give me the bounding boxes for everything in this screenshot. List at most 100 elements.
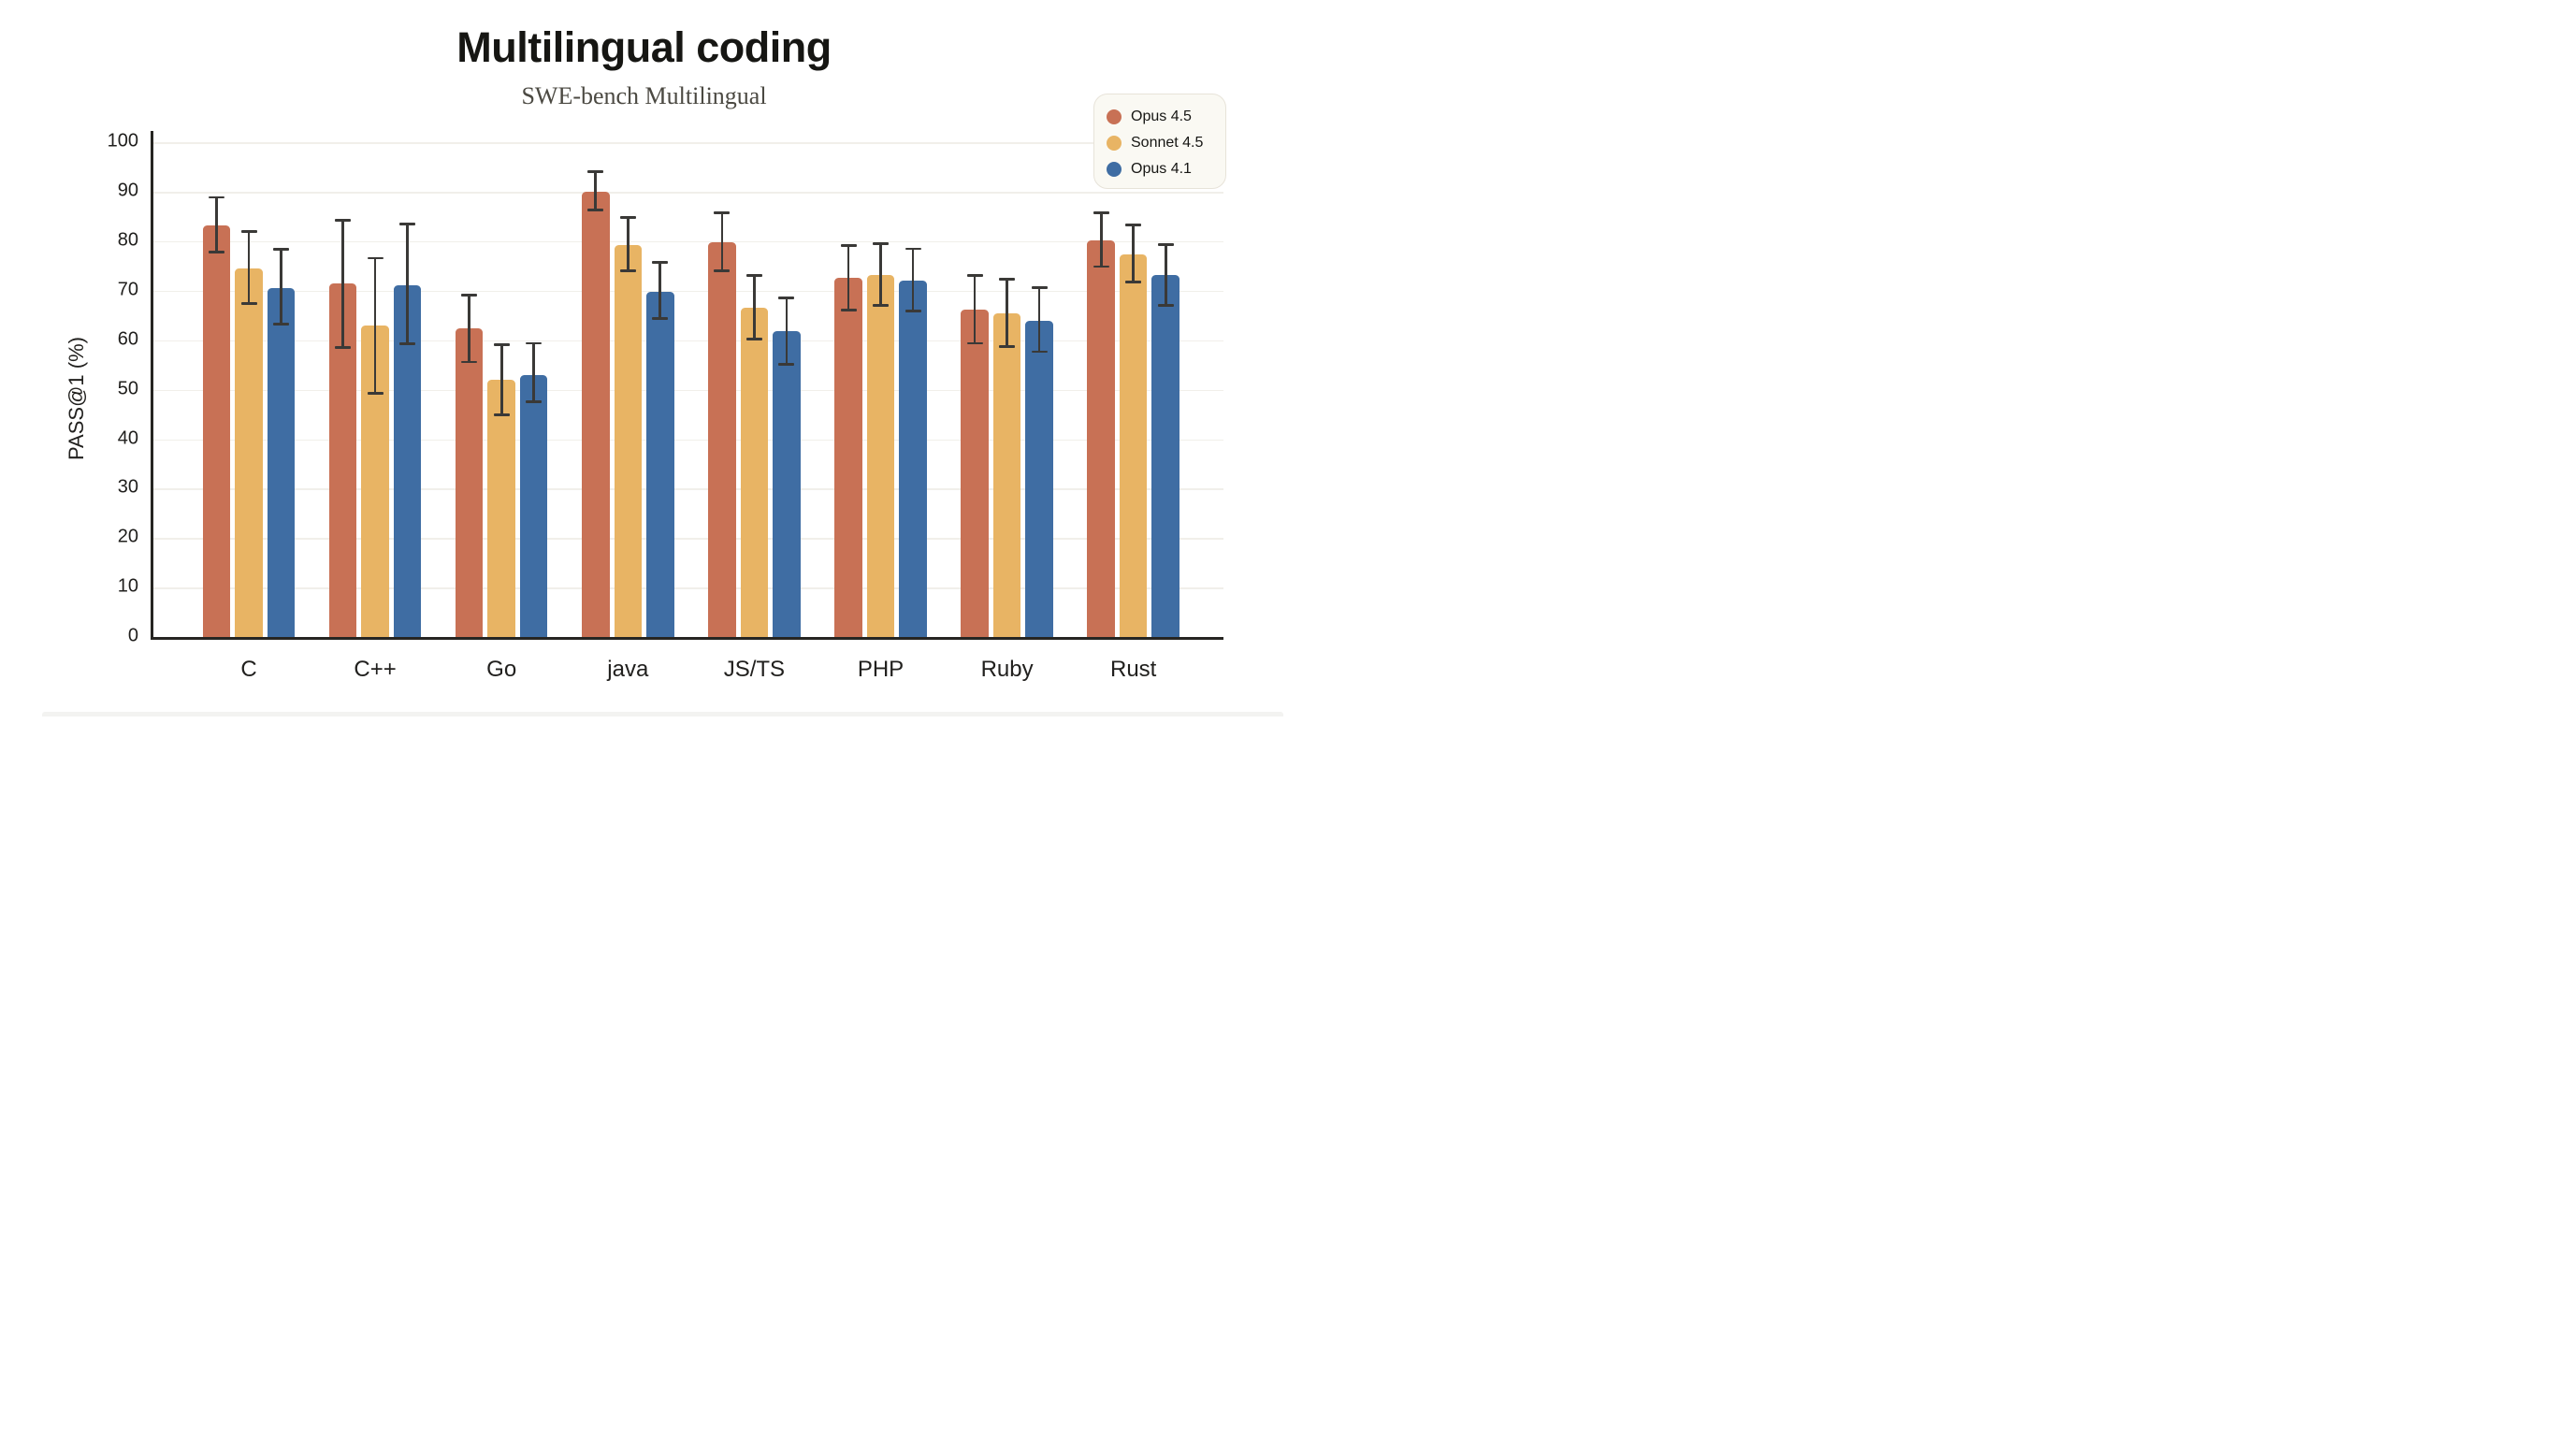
error-cap-high-opus-4-1-rust — [1157, 242, 1174, 246]
error-bar-opus-4-5-php — [847, 245, 850, 311]
error-cap-high-sonnet-4-5-ruby — [999, 278, 1016, 282]
x-axis-label-rust: Rust — [1110, 657, 1157, 682]
error-bar-opus-4-1-js-ts — [785, 297, 789, 365]
error-bar-sonnet-4-5-go — [499, 344, 503, 415]
chart-subtitle: SWE-bench Multilingual — [521, 82, 767, 109]
error-cap-high-opus-4-5-rust — [1093, 210, 1109, 214]
error-cap-low-sonnet-4-5-go — [493, 413, 510, 416]
y-tick-label-30: 30 — [117, 476, 138, 498]
legend-item-opus-4-1: Opus 4.1 — [1107, 156, 1225, 182]
error-bar-opus-4-5-c — [215, 196, 218, 253]
error-cap-low-sonnet-4-5-c — [367, 391, 384, 395]
error-cap-high-opus-4-1-js-ts — [778, 296, 795, 299]
chart-title: Multilingual coding — [456, 23, 832, 71]
bar-opus-4-1-ruby — [1025, 320, 1053, 639]
y-tick-label-10: 10 — [117, 575, 138, 597]
gridline-40 — [151, 439, 1223, 441]
error-cap-high-opus-4-1-go — [526, 341, 543, 345]
gridline-30 — [151, 488, 1223, 490]
error-cap-low-opus-4-5-php — [840, 309, 857, 311]
bar-opus-4-1-rust — [1151, 275, 1179, 639]
error-cap-high-opus-4-5-java — [587, 170, 604, 173]
opus-4-1-swatch-icon — [1107, 162, 1122, 177]
legend-item-opus-4-5: Opus 4.5 — [1107, 104, 1225, 130]
error-cap-high-sonnet-4-5-c — [367, 256, 384, 260]
error-cap-low-opus-4-1-c — [399, 342, 416, 345]
error-bar-sonnet-4-5-c — [373, 257, 377, 394]
gridline-90 — [151, 192, 1223, 194]
error-bar-opus-4-5-c — [341, 220, 344, 348]
error-cap-high-opus-4-5-go — [461, 293, 478, 297]
bar-opus-4-5-go — [455, 328, 484, 639]
error-cap-high-sonnet-4-5-c — [240, 230, 257, 233]
error-bar-sonnet-4-5-java — [626, 217, 630, 271]
error-cap-high-opus-4-1-c — [399, 223, 416, 225]
error-cap-low-opus-4-5-go — [461, 360, 478, 364]
error-cap-high-opus-4-1-java — [652, 261, 669, 265]
error-cap-low-opus-4-5-js-ts — [714, 268, 731, 272]
error-cap-high-opus-4-5-js-ts — [714, 211, 731, 215]
error-cap-high-sonnet-4-5-go — [493, 343, 510, 346]
error-bar-sonnet-4-5-rust — [1132, 224, 1136, 282]
error-cap-low-opus-4-1-go — [526, 399, 543, 403]
gridline-20 — [151, 538, 1223, 540]
x-axis-label-js-ts: JS/TS — [723, 657, 786, 682]
legend-label-sonnet-4-5: Sonnet 4.5 — [1131, 135, 1204, 151]
error-cap-low-sonnet-4-5-c — [240, 302, 257, 306]
error-bar-opus-4-1-c — [406, 224, 409, 344]
error-bar-opus-4-1-rust — [1164, 244, 1167, 306]
error-bar-opus-4-1-php — [911, 248, 915, 311]
x-axis-label-php: PHP — [857, 657, 904, 682]
bar-opus-4-1-java — [646, 291, 674, 639]
sonnet-4-5-swatch-icon — [1107, 136, 1122, 151]
error-cap-low-opus-4-5-c — [335, 345, 352, 349]
error-cap-high-sonnet-4-5-js-ts — [745, 274, 762, 277]
y-tick-label-100: 100 — [107, 130, 138, 152]
bar-sonnet-4-5-java — [614, 244, 643, 639]
gridline-100 — [151, 142, 1223, 144]
error-bar-sonnet-4-5-js-ts — [753, 275, 756, 340]
y-axis-line — [151, 131, 154, 641]
x-axis-label-c: C — [240, 657, 257, 682]
legend-label-opus-4-5: Opus 4.5 — [1131, 109, 1192, 124]
error-bar-opus-4-5-go — [468, 295, 471, 362]
error-cap-low-opus-4-1-rust — [1157, 303, 1174, 307]
error-cap-low-opus-4-5-java — [587, 208, 604, 211]
cropped-content-edge — [42, 712, 1283, 716]
bar-opus-4-1-go — [519, 374, 548, 639]
error-cap-low-opus-4-1-js-ts — [778, 362, 795, 366]
error-cap-high-opus-4-5-ruby — [966, 274, 983, 277]
bar-opus-4-5-c — [202, 224, 231, 639]
bar-sonnet-4-5-go — [487, 379, 515, 639]
error-cap-low-opus-4-5-rust — [1093, 265, 1109, 268]
error-bar-opus-4-1-ruby — [1037, 287, 1041, 352]
error-cap-low-sonnet-4-5-js-ts — [745, 338, 762, 341]
error-cap-high-opus-4-5-c — [209, 195, 224, 199]
x-axis-label-java: java — [607, 657, 649, 682]
error-bar-opus-4-5-js-ts — [720, 212, 724, 271]
error-bar-opus-4-5-rust — [1099, 212, 1103, 267]
x-axis-label-ruby: Ruby — [980, 657, 1034, 682]
bar-opus-4-5-js-ts — [708, 242, 736, 639]
error-cap-high-opus-4-1-ruby — [1031, 285, 1048, 289]
y-tick-label-60: 60 — [117, 328, 138, 350]
error-cap-low-sonnet-4-5-rust — [1125, 280, 1142, 283]
y-tick-label-90: 90 — [117, 180, 138, 201]
bar-sonnet-4-5-c — [235, 268, 263, 639]
bar-opus-4-1-js-ts — [773, 331, 801, 639]
error-cap-low-sonnet-4-5-ruby — [999, 345, 1016, 349]
error-bar-sonnet-4-5-c — [247, 231, 251, 304]
error-bar-opus-4-1-go — [532, 342, 536, 402]
error-bar-opus-4-5-java — [594, 171, 598, 210]
error-cap-high-opus-4-1-php — [904, 247, 921, 251]
error-cap-low-opus-4-1-php — [904, 310, 921, 312]
error-bar-sonnet-4-5-php — [879, 243, 882, 306]
bar-sonnet-4-5-js-ts — [740, 308, 769, 639]
error-cap-low-opus-4-1-ruby — [1031, 350, 1048, 354]
bar-opus-4-5-php — [834, 278, 862, 639]
error-cap-high-sonnet-4-5-java — [619, 216, 636, 220]
y-tick-label-70: 70 — [117, 279, 138, 300]
bar-sonnet-4-5-rust — [1119, 253, 1148, 639]
gridline-10 — [151, 587, 1223, 589]
y-tick-label-40: 40 — [117, 427, 138, 449]
